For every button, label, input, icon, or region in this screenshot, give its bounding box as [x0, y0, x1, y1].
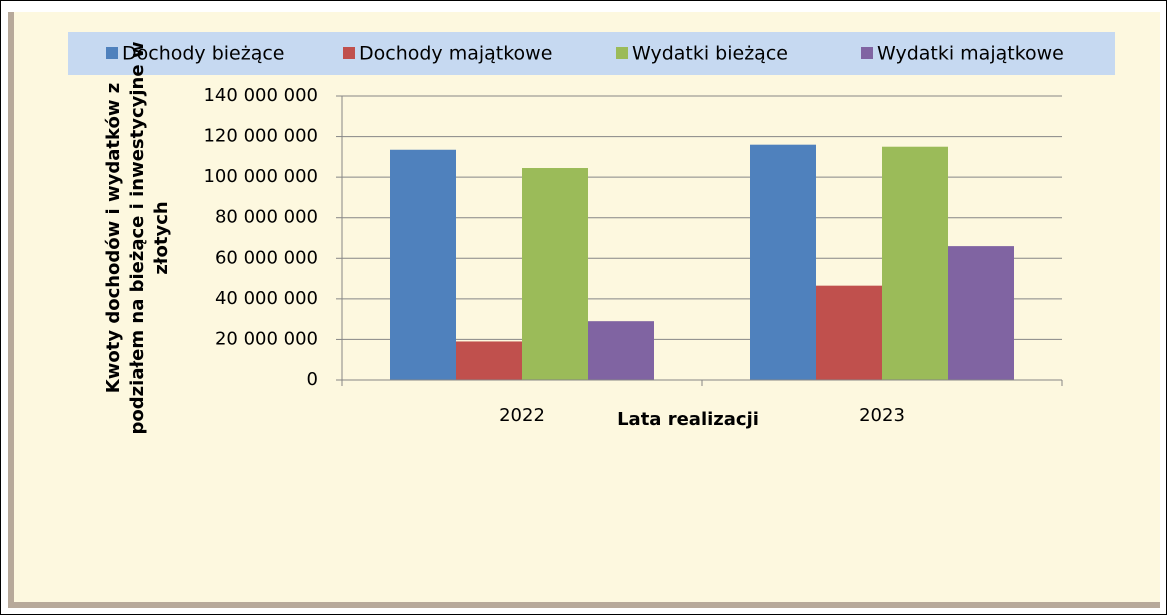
bar: [456, 341, 522, 380]
x-axis-title: Lata realizacji: [617, 409, 759, 430]
bar: [948, 246, 1014, 380]
y-axis-title-line: złotych: [151, 201, 172, 274]
x-tick-label: 2023: [859, 405, 905, 426]
y-tick-label: 0: [307, 369, 318, 390]
legend-label: Dochody bieżące: [122, 43, 285, 65]
y-tick-label: 60 000 000: [215, 247, 318, 268]
bar: [750, 144, 816, 380]
legend-swatch: [106, 47, 118, 59]
y-tick-label: 100 000 000: [203, 166, 318, 187]
x-tick-label: 2022: [499, 405, 545, 426]
legend-label: Dochody majątkowe: [359, 43, 552, 65]
legend-label: Wydatki bieżące: [632, 43, 788, 65]
legend-label: Wydatki majątkowe: [877, 43, 1064, 65]
y-axis-title-line: Kwoty dochodów i wydatków z: [103, 83, 124, 393]
y-tick-label: 140 000 000: [203, 85, 318, 106]
y-tick-label: 40 000 000: [215, 288, 318, 309]
bar: [882, 146, 948, 380]
bar: [390, 149, 456, 380]
bar: [816, 285, 882, 380]
legend-box: [68, 32, 1115, 75]
y-tick-label: 20 000 000: [215, 328, 318, 349]
y-axis-title: Kwoty dochodów i wydatków z podziałem na…: [103, 42, 172, 435]
legend-swatch: [861, 47, 873, 59]
y-axis-title-line: podziałem na bieżące i inwestycyjne w: [127, 42, 148, 435]
legend-swatch: [616, 47, 628, 59]
y-tick-label: 80 000 000: [215, 207, 318, 228]
bar: [588, 321, 654, 380]
y-tick-label: 120 000 000: [203, 126, 318, 147]
bar: [522, 168, 588, 380]
legend-swatch: [343, 47, 355, 59]
